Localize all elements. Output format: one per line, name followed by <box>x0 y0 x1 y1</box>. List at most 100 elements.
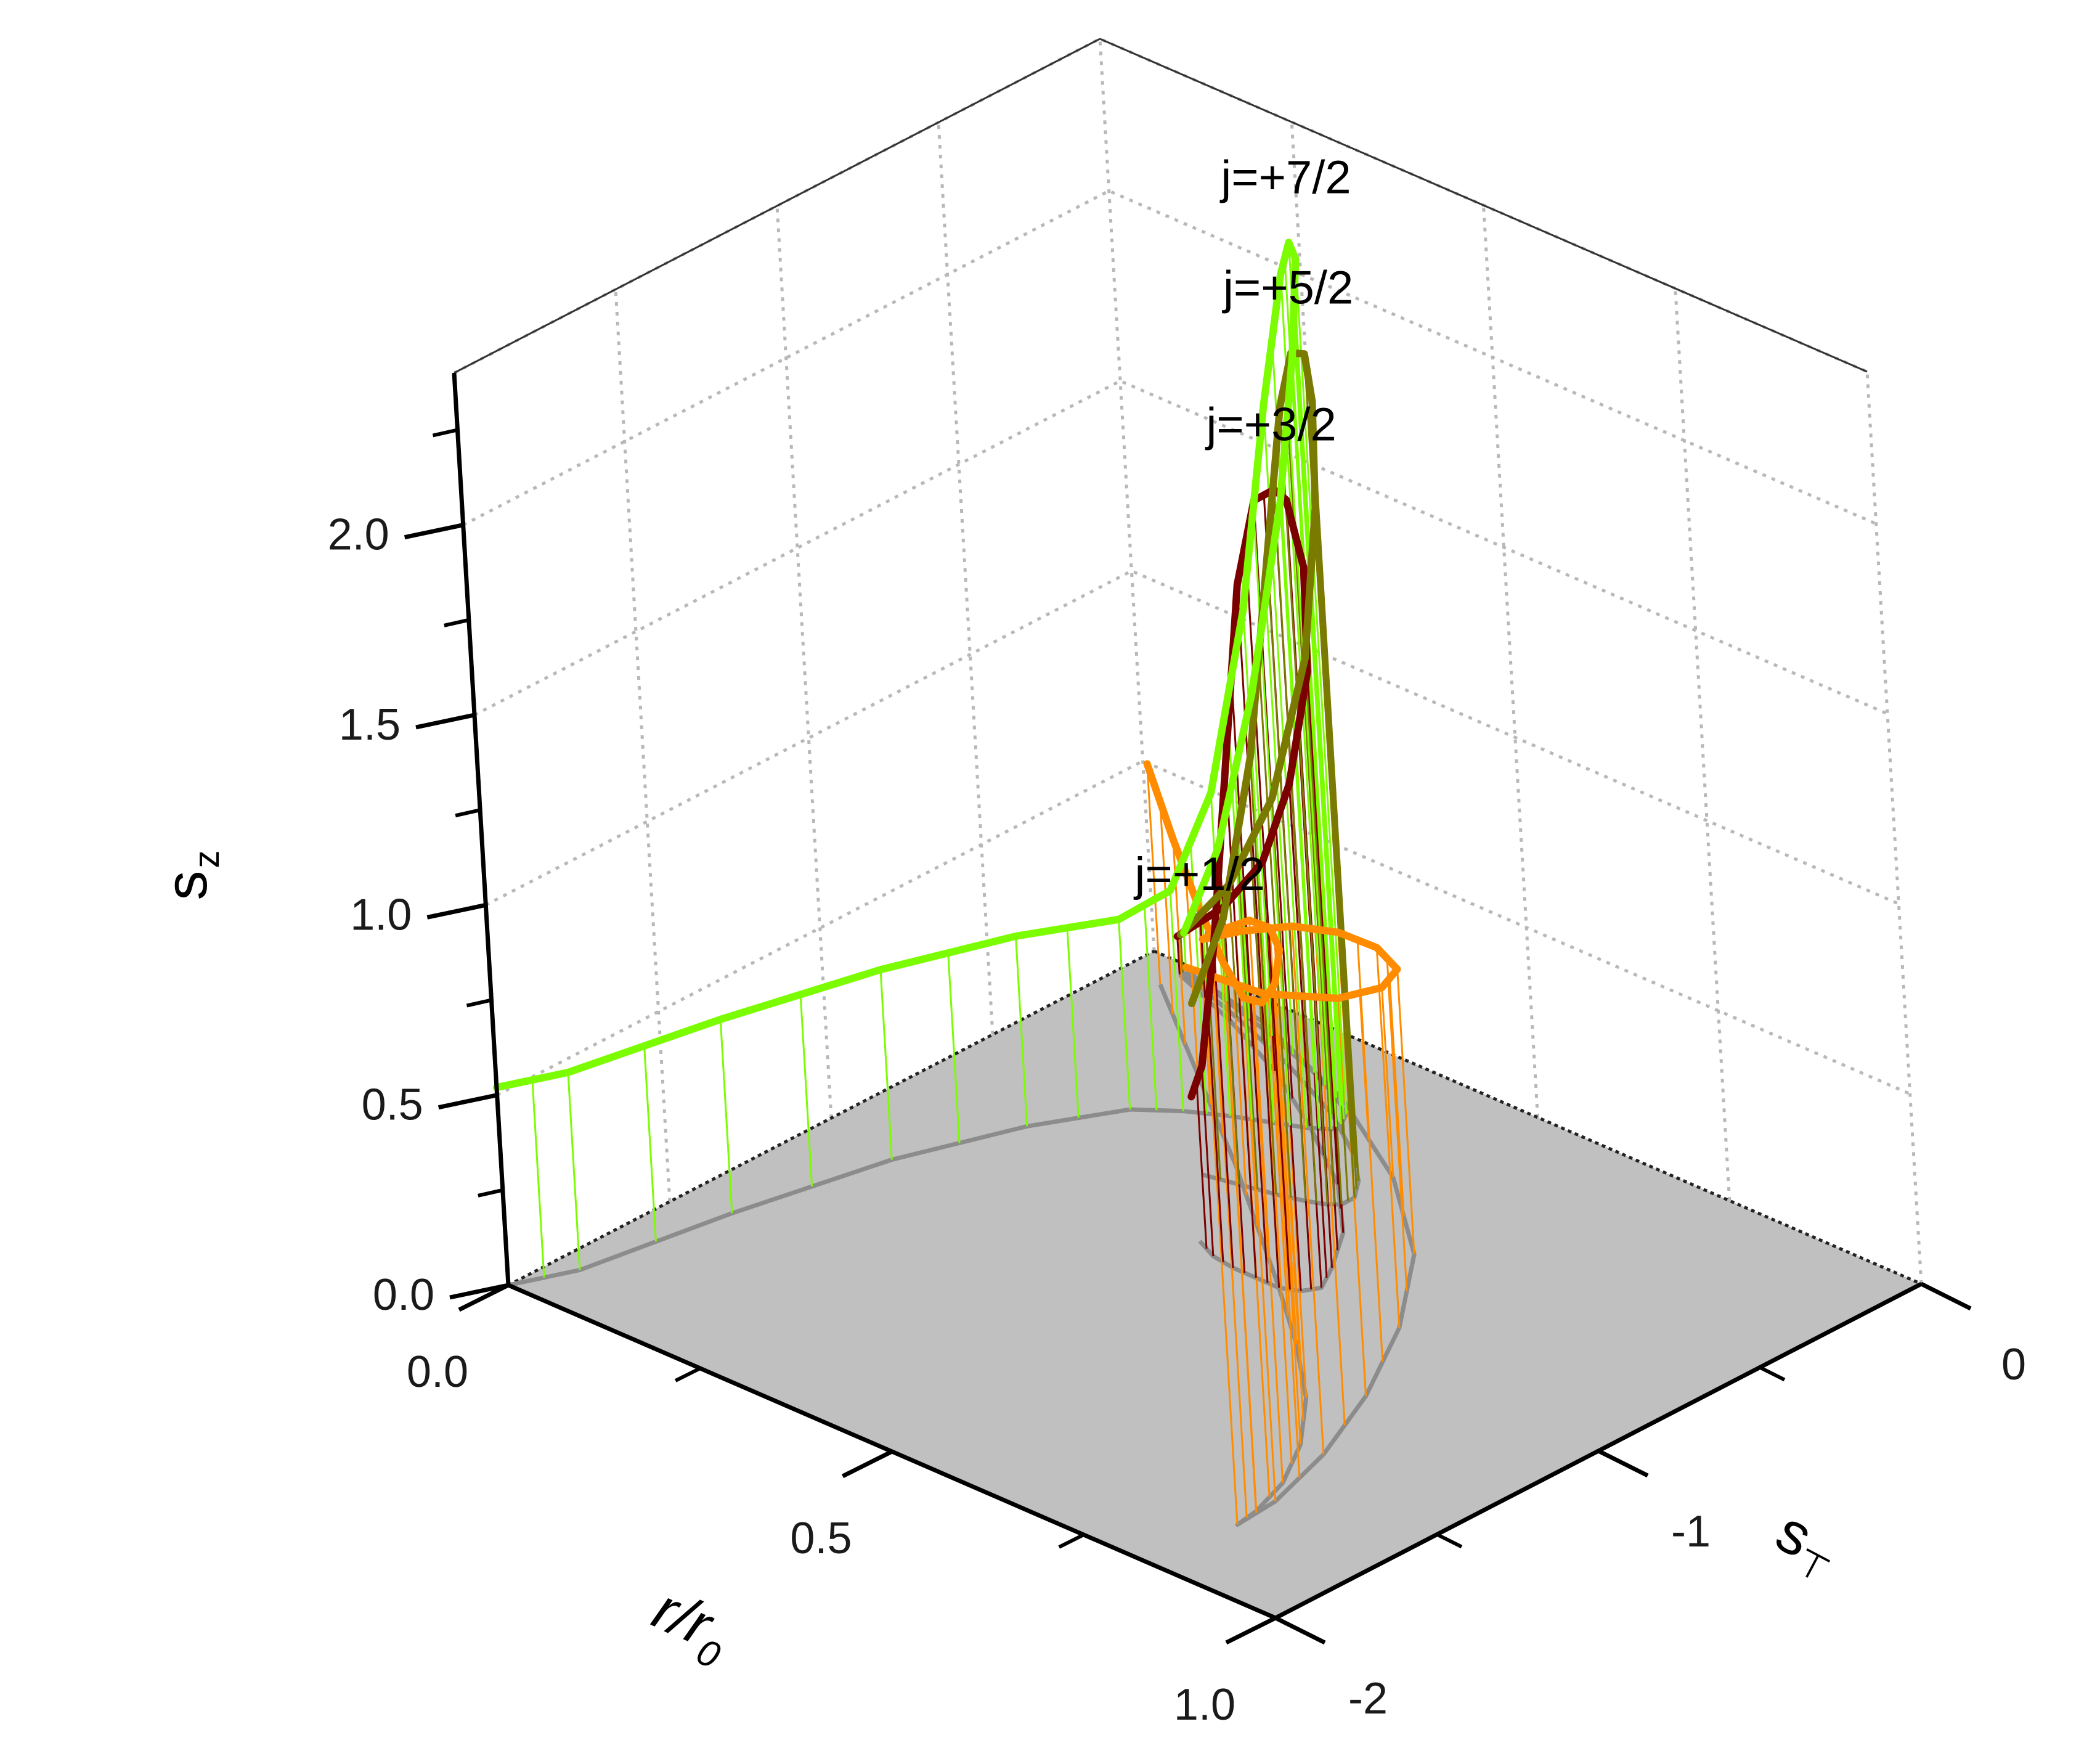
z-axis-title-sub: z <box>187 851 227 868</box>
drop-line-3-5-1 <box>1291 250 1345 1120</box>
drop-line-0-5-1 <box>1268 993 1289 1317</box>
x-tick-label-0: 0.0 <box>407 1347 468 1397</box>
drop-line-3-12-1 <box>1066 928 1080 1118</box>
drop-line-0-4-1 <box>1251 1000 1269 1257</box>
drop-line-3-15-0 <box>719 1019 733 1214</box>
y-minor-tick-1 <box>1759 1365 1786 1382</box>
drop-line-3-14-1 <box>799 994 813 1187</box>
x-tick-label-2: 1.0 <box>1174 1680 1235 1730</box>
x-tick-label-1: 0.5 <box>790 1514 852 1563</box>
floor <box>507 949 1922 1618</box>
drop-line-0-15-0 <box>1375 947 1401 1328</box>
z-minor-tick-2 <box>455 808 481 818</box>
z-tick-label-4: 2.0 <box>328 510 389 560</box>
y-tick-label-1: -1 <box>1671 1507 1711 1556</box>
drop-line-0-6-0 <box>1274 983 1298 1345</box>
floor-back-edge-1 <box>1154 949 1922 1286</box>
drop-line-2-8-1 <box>1272 480 1318 1203</box>
grid-line-y-0 <box>614 289 672 1202</box>
drop-line-3-11-1 <box>1143 905 1158 1111</box>
grid-line-x-3 <box>1865 371 1923 1285</box>
drop-line-1-3-0 <box>1288 783 1311 1126</box>
x-tick-0 <box>458 1283 510 1312</box>
drop-line-0-13-0 <box>1291 926 1325 1455</box>
drop-line-0-15-1 <box>1386 958 1408 1291</box>
z-tick-label-1: 0.5 <box>362 1080 423 1130</box>
drop-line-3-13-1 <box>947 952 961 1143</box>
x-minor-tick-0 <box>674 1366 701 1383</box>
z-tick-1 <box>437 1093 498 1110</box>
drop-line-0-16-0 <box>1396 969 1415 1255</box>
curve-series-2 <box>1176 349 1319 1007</box>
drop-line-0-0-0 <box>1146 764 1162 985</box>
y-tick-2 <box>1920 1281 1972 1311</box>
grid-line-x-2 <box>1674 288 1732 1201</box>
z-minor-tick-4 <box>432 428 458 438</box>
z-axis-line <box>452 372 511 1286</box>
drop-line-0-8-0 <box>1269 927 1301 1445</box>
floor-back-edge-0 <box>507 949 1155 1287</box>
panel-top-edge-0 <box>454 38 1101 374</box>
z-tick-label-0: 0.0 <box>373 1270 434 1320</box>
series-label-0: j=+1/2 <box>1134 848 1265 901</box>
z-tick-label-3: 1.5 <box>339 700 401 750</box>
grid-line-z-3 <box>473 379 1888 717</box>
series-curves <box>492 239 1401 1101</box>
drop-line-0-0-1 <box>1159 801 1174 1015</box>
grid-line-z-5 <box>453 37 1868 375</box>
drop-line-3-4-1 <box>1293 308 1343 1106</box>
x-axis-title: r/r0 <box>640 1575 741 1677</box>
drop-line-1-12-0 <box>1201 1066 1215 1257</box>
drop-line-3-2-1 <box>1264 598 1294 1055</box>
drop-line-3-14-0 <box>879 970 893 1160</box>
drop-line-2-3-0 <box>1304 658 1333 1114</box>
drop-line-3-12-0 <box>1117 919 1131 1110</box>
drop-line-0-17-0 <box>1381 987 1394 1178</box>
drop-line-1-0-0 <box>1176 936 1181 974</box>
curve-series-3 <box>492 239 1300 1092</box>
z-tick-2 <box>426 902 487 920</box>
drop-line-1-2-1 <box>1275 823 1293 1099</box>
drop-line-0-16-1 <box>1388 978 1405 1216</box>
series-label-2: j=+5/2 <box>1222 262 1353 314</box>
drop-line-1-12-1 <box>1195 1081 1208 1249</box>
y-axis-title: s⊤ <box>1762 1498 1851 1592</box>
z-tick-label-2: 1.0 <box>350 890 412 939</box>
drop-line-2-5-0 <box>1311 401 1360 1182</box>
x-tick-1 <box>841 1449 893 1479</box>
z-tick-4 <box>404 523 464 540</box>
grid-line-y-3 <box>1098 38 1156 952</box>
grid-line-z-1 <box>496 759 1911 1097</box>
drop-line-3-11-0 <box>1169 890 1184 1111</box>
floor-plane <box>508 951 1921 1618</box>
drop-line-0-11-1 <box>1221 935 1258 1513</box>
grid-line-y-2 <box>937 122 995 1035</box>
grid-line-z-2 <box>485 569 1900 907</box>
drop-line-3-4-0 <box>1291 356 1338 1098</box>
drop-line-3-3-0 <box>1279 502 1316 1073</box>
grid-line-y-1 <box>775 205 833 1119</box>
drop-line-1-9-0 <box>1236 584 1280 1288</box>
drop-line-0-10-1 <box>1211 934 1248 1518</box>
drop-line-2-1-0 <box>1228 884 1238 1018</box>
drop-line-1-10-0 <box>1224 764 1257 1278</box>
y-tick-label-2: 0 <box>2001 1340 2026 1389</box>
drop-line-2-8-0 <box>1279 406 1329 1205</box>
y-tick-1 <box>1597 1448 1649 1478</box>
drop-line-0-1-1 <box>1184 873 1199 1075</box>
drop-line-0-9-0 <box>1248 920 1284 1483</box>
drop-line-2-2-0 <box>1271 798 1289 1064</box>
z-minor-tick-0 <box>478 1188 503 1198</box>
drop-line-3-16-0 <box>567 1072 581 1270</box>
drop-line-3-15-1 <box>643 1045 657 1242</box>
drop-line-3-6-1 <box>1284 258 1338 1127</box>
y-minor-tick-0 <box>1436 1532 1463 1549</box>
drop-line-1-0-1 <box>1199 921 1207 998</box>
panel-top-edge-1 <box>1099 38 1868 373</box>
z-minor-tick-1 <box>466 998 492 1008</box>
drop-line-0-4-0 <box>1242 998 1258 1227</box>
z-axis-title-main: s <box>153 871 219 901</box>
y-tick-label-0: -2 <box>1348 1674 1388 1723</box>
drop-line-0-17-1 <box>1359 992 1370 1140</box>
